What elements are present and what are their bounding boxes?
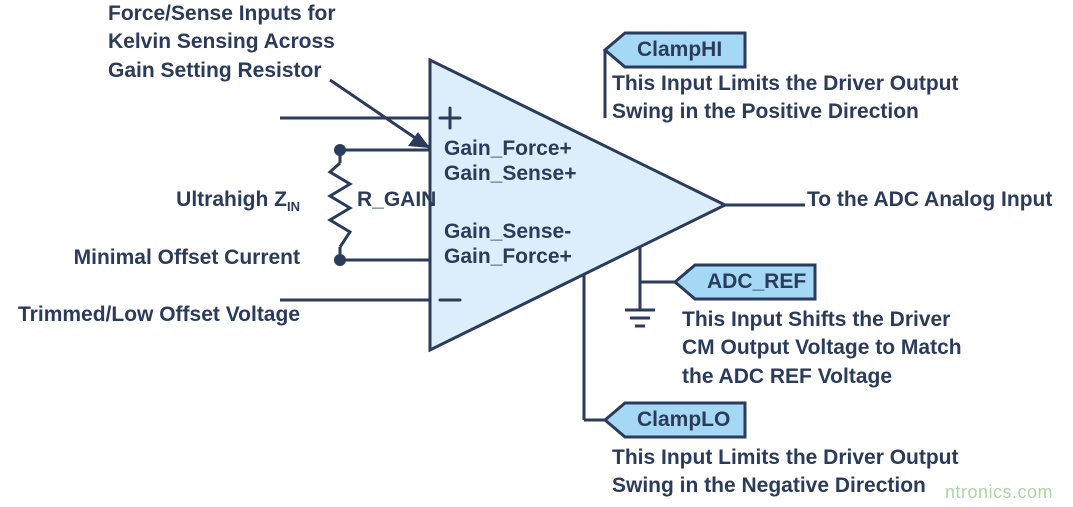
pin-gain-force-minus: Gain_Force+ bbox=[444, 243, 572, 271]
left-note-l3: Trimmed/Low Offset Voltage bbox=[18, 303, 300, 326]
top-note: Force/Sense Inputs for Kelvin Sensing Ac… bbox=[108, 0, 336, 85]
watermark: ntronics.com bbox=[945, 482, 1053, 503]
output-label: To the ADC Analog Input bbox=[807, 186, 1052, 214]
resistor-label: R_GAIN bbox=[357, 186, 436, 214]
badge-clamphi-text: ClampHI bbox=[637, 36, 722, 64]
badge-adcref-desc: This Input Shifts the Driver CM Output V… bbox=[682, 306, 962, 391]
pin-gain-sense-plus: Gain_Sense+ bbox=[444, 160, 577, 188]
badge-clamplo-desc: This Input Limits the Driver Output Swin… bbox=[612, 444, 959, 501]
badge-clamphi-desc: This Input Limits the Driver Output Swin… bbox=[612, 70, 959, 127]
resistor-icon bbox=[330, 163, 350, 247]
left-note-l2: Minimal Offset Current bbox=[74, 246, 300, 269]
left-note-sub: IN bbox=[287, 200, 300, 215]
badge-adcref-text: ADC_REF bbox=[707, 268, 806, 296]
left-note-l1: Ultrahigh Z bbox=[176, 188, 287, 211]
badge-clamplo-text: ClampLO bbox=[637, 406, 730, 434]
ground-icon bbox=[625, 310, 655, 326]
left-note: Ultrahigh ZIN Minimal Offset Current Tri… bbox=[6, 158, 300, 329]
